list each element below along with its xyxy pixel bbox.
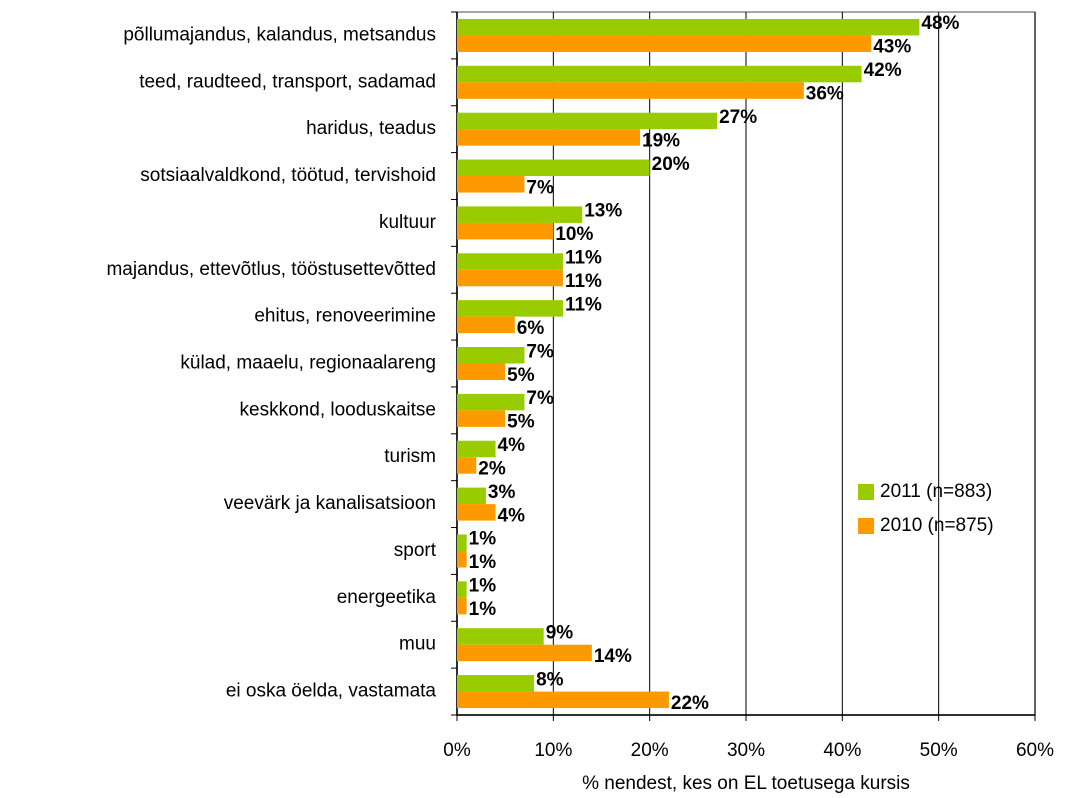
bar — [457, 597, 467, 615]
data-label: 27% — [719, 107, 757, 128]
y-tick-label: muu — [399, 634, 436, 655]
y-tick-label: veevärk ja kanalisatsioon — [224, 493, 436, 514]
data-label: 7% — [526, 341, 554, 362]
bar — [457, 129, 641, 146]
data-label: 4% — [498, 505, 526, 526]
data-label: 11% — [565, 294, 602, 315]
data-label: 19% — [642, 130, 680, 151]
data-label: 2% — [478, 458, 506, 479]
data-label: 22% — [671, 693, 709, 714]
data-label: 10% — [555, 224, 593, 245]
data-label: 1% — [469, 576, 497, 597]
x-tick-label: 0% — [443, 740, 471, 761]
bar — [457, 691, 669, 709]
y-tick-label: majandus, ettevõtlus, tööstusettevõtted — [106, 259, 436, 280]
data-label: 36% — [806, 84, 844, 105]
legend-swatch — [858, 484, 874, 500]
x-tick-label: 60% — [1016, 740, 1054, 761]
bar — [457, 112, 718, 130]
bar — [457, 410, 506, 427]
y-tick-label: keskkond, looduskaitse — [240, 399, 436, 420]
data-label: 11% — [565, 271, 602, 292]
y-tick-label: turism — [384, 446, 436, 467]
data-label: 7% — [526, 388, 554, 409]
y-tick-label: ei oska öelda, vastamata — [226, 681, 437, 702]
y-tick-label: ehitus, renoveerimine — [254, 306, 436, 327]
data-label: 20% — [652, 154, 690, 175]
data-label: 6% — [517, 318, 545, 339]
bar — [457, 18, 920, 36]
bar — [457, 316, 515, 334]
bar — [457, 534, 467, 551]
x-tick-label: 10% — [534, 740, 572, 761]
y-tick-label: kultuur — [379, 212, 437, 233]
bar — [457, 644, 592, 662]
bar — [457, 440, 496, 458]
legend-label: 2010 (n=875) — [880, 515, 994, 536]
data-label: 4% — [498, 435, 526, 456]
data-label: 13% — [584, 201, 622, 222]
data-label: 48% — [921, 13, 959, 34]
bar — [457, 176, 525, 193]
data-label: 1% — [469, 529, 497, 550]
y-tick-label: külad, maaelu, regionaalareng — [180, 353, 436, 374]
data-label: 1% — [469, 599, 497, 620]
data-label: 43% — [873, 37, 911, 58]
bar — [457, 253, 563, 270]
data-label: 11% — [565, 248, 602, 269]
bar — [457, 35, 872, 52]
legend-swatch — [858, 518, 874, 534]
x-axis-label: % nendest, kes on EL toetusega kursis — [582, 773, 910, 794]
bar — [457, 550, 467, 568]
y-tick-label: sotsiaalvaldkond, töötud, tervishoid — [140, 165, 436, 186]
x-tick-label: 30% — [727, 740, 765, 761]
data-label: 42% — [864, 60, 902, 81]
data-label: 7% — [526, 177, 554, 198]
data-label: 3% — [488, 482, 516, 503]
y-tick-label: teed, raudteed, transport, sadamad — [139, 71, 436, 92]
x-tick-label: 40% — [823, 740, 861, 761]
bar — [457, 82, 804, 99]
bar — [457, 393, 525, 411]
bar — [457, 675, 535, 692]
data-label: 8% — [536, 669, 564, 690]
bar — [457, 347, 525, 364]
bar — [457, 269, 563, 287]
bar — [457, 300, 563, 317]
bar — [457, 504, 496, 521]
y-tick-label: põllumajandus, kalandus, metsandus — [123, 24, 436, 45]
legend-label: 2011 (n=883) — [880, 481, 992, 502]
y-tick-label: sport — [394, 540, 437, 561]
bar — [457, 363, 506, 380]
bar — [457, 581, 467, 598]
data-label: 14% — [594, 646, 632, 667]
bar — [457, 487, 486, 505]
data-label: 1% — [469, 552, 497, 573]
x-tick-label: 20% — [631, 740, 669, 761]
bar — [457, 222, 554, 240]
bar — [457, 159, 650, 177]
data-label: 5% — [507, 412, 535, 433]
y-tick-label: energeetika — [337, 587, 437, 608]
bar — [457, 628, 544, 645]
x-tick-label: 50% — [920, 740, 958, 761]
bar — [457, 206, 583, 223]
data-label: 5% — [507, 365, 535, 386]
y-tick-label: haridus, teadus — [306, 118, 436, 139]
bar — [457, 457, 477, 474]
data-label: 9% — [546, 622, 574, 643]
bar — [457, 65, 862, 83]
